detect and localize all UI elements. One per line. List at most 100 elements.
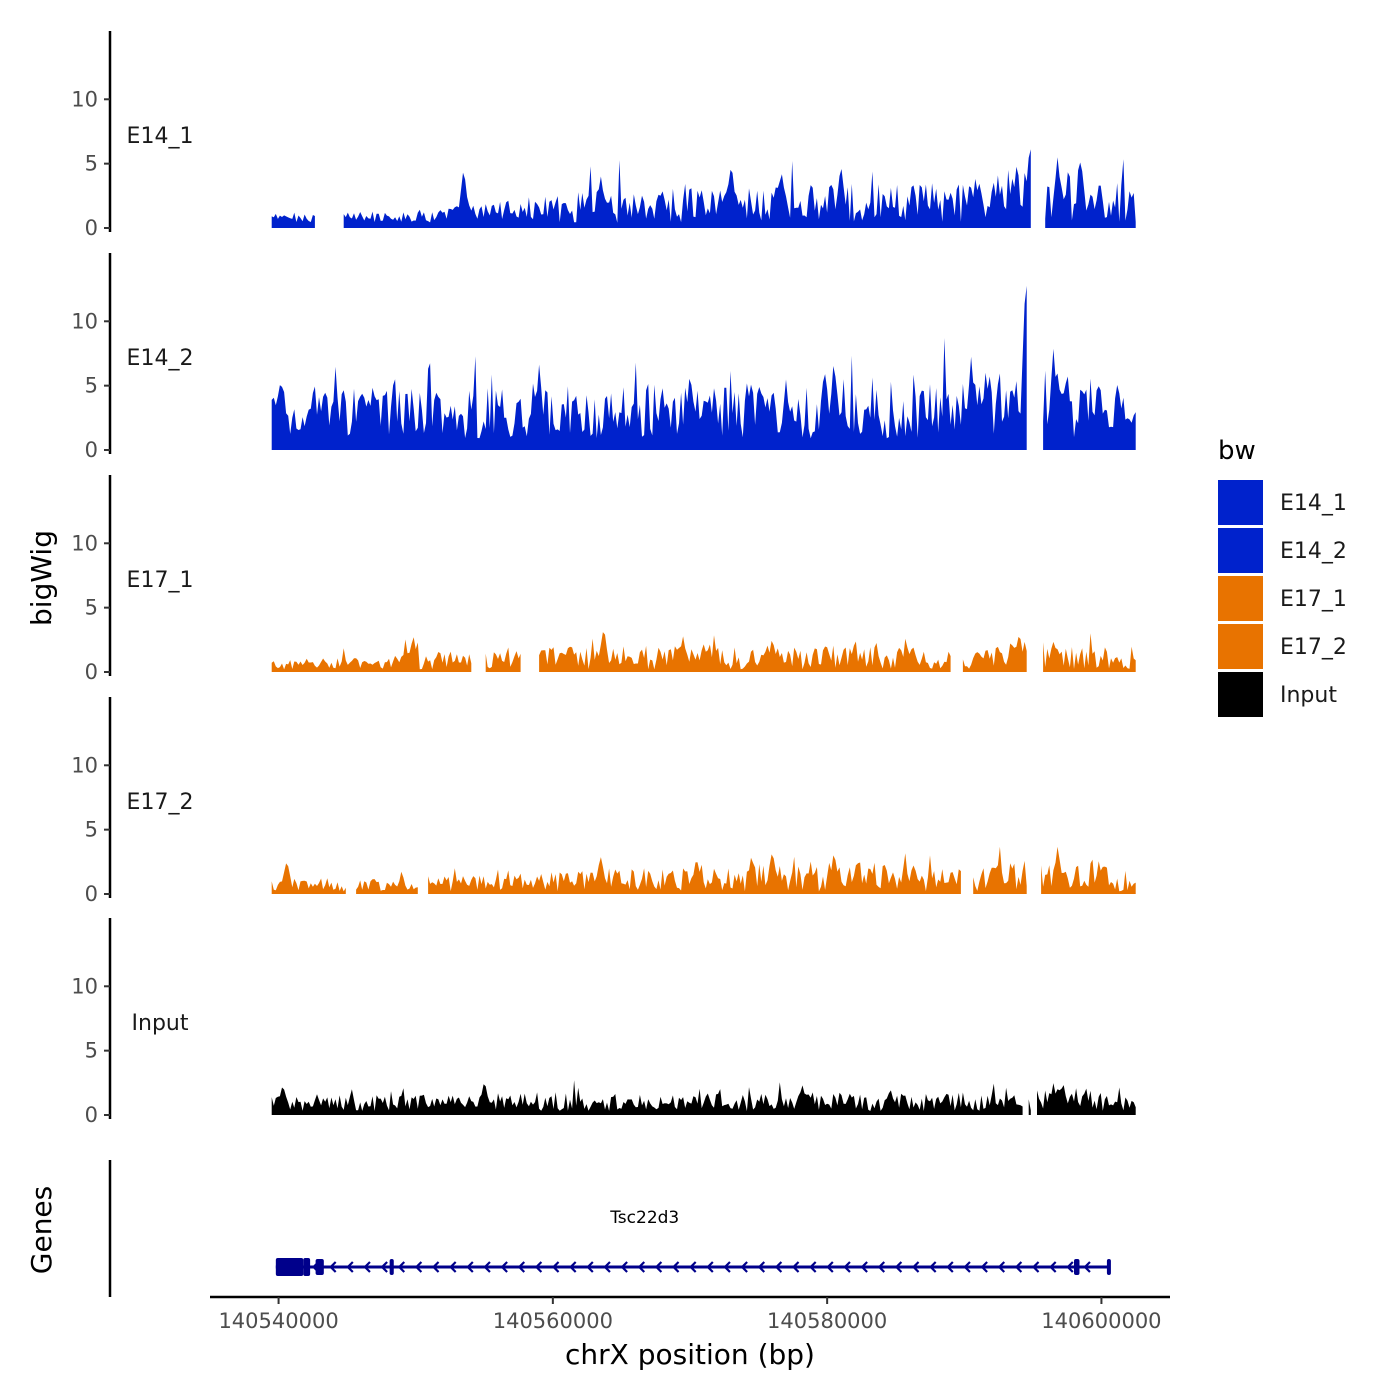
strand-arrow: [963, 1261, 971, 1273]
track-label: E17_1: [127, 568, 194, 593]
strand-arrow: [946, 1261, 954, 1273]
legend-label: Input: [1280, 683, 1337, 708]
strand-arrow: [1049, 1261, 1057, 1273]
strand-arrow: [380, 1261, 388, 1273]
strand-arrow: [1083, 1261, 1091, 1273]
legend-swatch: [1218, 624, 1263, 669]
legend: bw E14_1 E14_2 E17_1 E17_2 Input: [1218, 436, 1347, 717]
x-tick-label: 140560000: [493, 1309, 613, 1333]
strand-arrow: [620, 1261, 628, 1273]
strand-arrow: [723, 1261, 731, 1273]
y-tick-label: 0: [85, 438, 98, 462]
y-tick-label: 0: [85, 216, 98, 240]
strand-arrow: [551, 1261, 560, 1273]
coverage-area-E14_1: [271, 149, 1136, 228]
strand-arrow: [997, 1261, 1006, 1273]
strand-arrow: [654, 1261, 663, 1273]
strand-arrow: [637, 1261, 646, 1273]
strand-arrow: [534, 1261, 543, 1273]
strand-arrow: [860, 1261, 868, 1273]
strand-arrow: [449, 1261, 457, 1273]
track-label: E17_2: [127, 790, 194, 815]
coverage-area-Input: [271, 1080, 1136, 1115]
y-tick-label: 0: [85, 1103, 98, 1127]
y-tick-label: 10: [71, 974, 98, 998]
track-E17_1: 0 5 10 E17_1: [71, 475, 1136, 684]
coverage-area-E14_2: [271, 285, 1136, 450]
gene-exon: [1106, 1259, 1111, 1275]
track-E14_1: 0 5 10 E14_1: [71, 31, 1136, 240]
strand-arrow: [603, 1261, 611, 1273]
strand-arrow: [466, 1261, 474, 1273]
legend-label: E17_1: [1280, 587, 1347, 612]
strand-arrow: [706, 1261, 714, 1273]
legend-title: bw: [1218, 436, 1256, 466]
track-Input: 0 5 10 Input: [71, 918, 1136, 1127]
track-label: E14_2: [127, 346, 194, 371]
legend-label: E14_2: [1280, 539, 1347, 564]
strand-arrow: [1014, 1261, 1023, 1273]
x-tick-label: 140600000: [1041, 1309, 1161, 1333]
strand-arrow: [1066, 1261, 1074, 1273]
strand-arrow: [929, 1261, 937, 1273]
y-tick-label: 10: [71, 531, 98, 555]
x-axis: 140540000 140560000 140580000 140600000: [210, 1295, 1170, 1333]
strand-arrow: [431, 1261, 440, 1273]
strand-arrow: [843, 1261, 851, 1273]
strand-arrow: [329, 1261, 337, 1273]
legend-label: E14_1: [1280, 491, 1347, 516]
track-E14_2: 0 5 10 E14_2: [71, 253, 1136, 462]
track-label: E14_1: [127, 124, 194, 149]
x-tick-label: 140540000: [218, 1309, 338, 1333]
strand-arrow: [774, 1261, 783, 1273]
strand-arrow: [757, 1261, 766, 1273]
strand-arrow: [414, 1261, 423, 1273]
gene-exon: [315, 1259, 324, 1275]
strand-arrow: [894, 1261, 903, 1273]
y-tick-label: 5: [85, 1039, 98, 1063]
strand-arrow: [483, 1261, 491, 1273]
strand-arrow: [826, 1261, 834, 1273]
y-tick-label: 10: [71, 753, 98, 777]
legend-swatch: [1218, 528, 1263, 573]
coverage-area-E17_1: [271, 632, 1136, 672]
gene-exon: [389, 1259, 394, 1275]
strand-arrow: [877, 1261, 886, 1273]
y-tick-label: 5: [85, 596, 98, 620]
strand-arrow: [671, 1261, 680, 1273]
strand-arrow: [569, 1261, 577, 1273]
y-tick-label: 5: [85, 152, 98, 176]
y-tick-label: 10: [71, 309, 98, 333]
gene-exon: [303, 1258, 311, 1276]
y-tick-label: 5: [85, 374, 98, 398]
strand-arrow: [363, 1261, 371, 1273]
strand-arrow: [397, 1261, 406, 1273]
strand-arrow: [346, 1261, 354, 1273]
gene-exon: [275, 1258, 304, 1276]
strand-arrow: [1031, 1261, 1040, 1273]
y-tick-label: 5: [85, 818, 98, 842]
strand-arrow: [689, 1261, 697, 1273]
track-label: Input: [132, 1011, 189, 1036]
strand-arrow: [500, 1261, 508, 1273]
y-axis-title: bigWig: [25, 530, 58, 626]
strand-arrow: [740, 1261, 748, 1273]
track-E17_2: 0 5 10 E17_2: [71, 697, 1136, 906]
genes-panel: Tsc22d3: [108, 1160, 1111, 1297]
strand-arrow: [911, 1261, 920, 1273]
bigwig-panels: 0 5 10 E14_1 0 5 10 E14_2 0 5 10 E17_1 0 5 10 E17_2 0 5 10…: [71, 31, 1136, 1127]
x-axis-title: chrX position (bp): [565, 1338, 815, 1371]
legend-swatch: [1218, 576, 1263, 621]
coverage-area-E17_2: [271, 846, 1136, 894]
gene-name-label: Tsc22d3: [609, 1208, 679, 1228]
y-tick-label: 0: [85, 882, 98, 906]
genes-track-title: Genes: [25, 1186, 58, 1274]
strand-arrow: [517, 1261, 526, 1273]
legend-swatch: [1218, 480, 1263, 525]
x-tick-label: 140580000: [767, 1309, 887, 1333]
y-tick-label: 0: [85, 660, 98, 684]
legend-swatch: [1218, 672, 1263, 717]
gene-exon: [1074, 1259, 1080, 1275]
legend-label: E17_2: [1280, 635, 1347, 660]
